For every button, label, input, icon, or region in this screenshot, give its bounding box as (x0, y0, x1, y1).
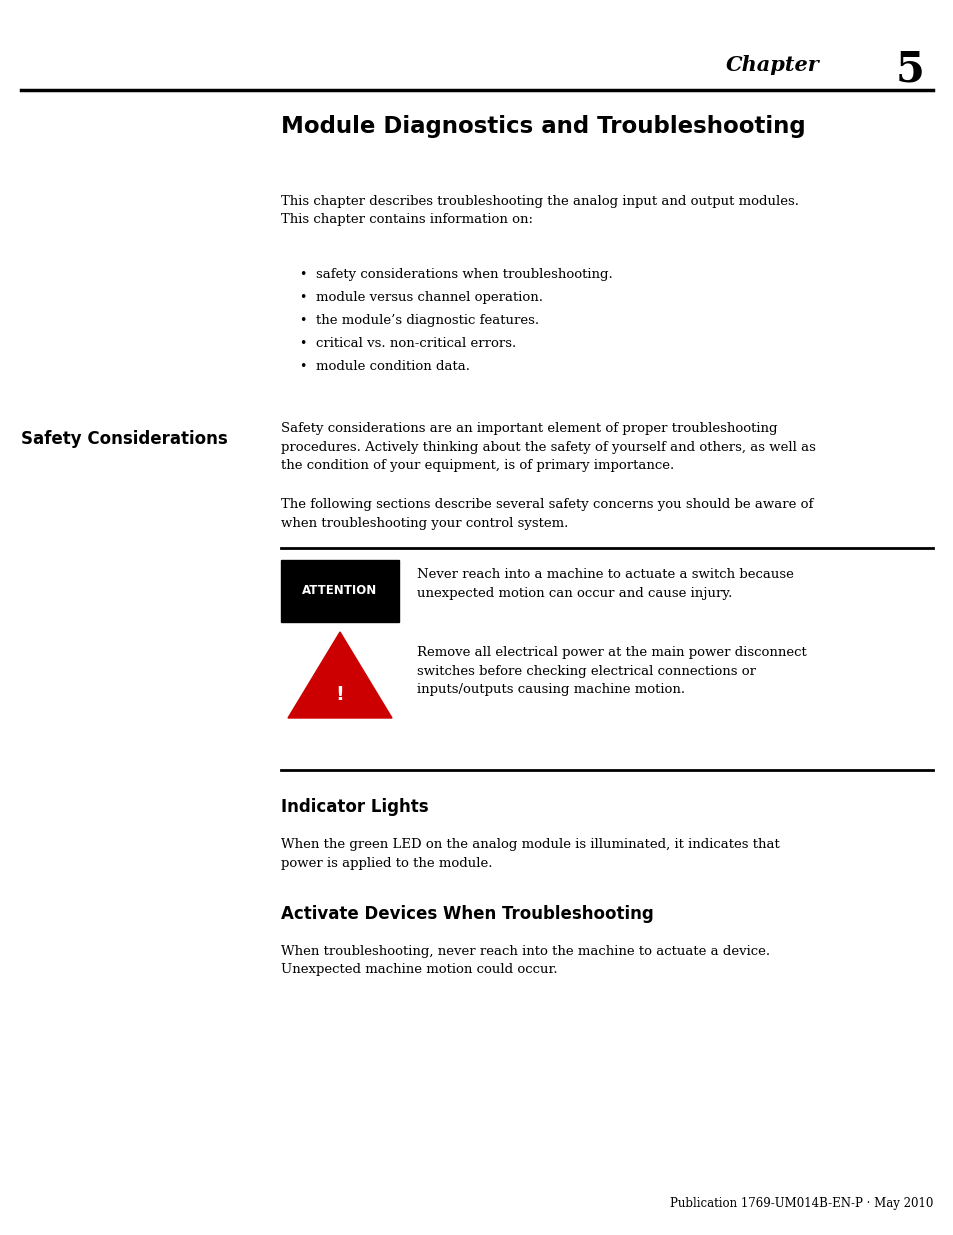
Text: module versus channel operation.: module versus channel operation. (315, 291, 542, 304)
Text: Safety considerations are an important element of proper troubleshooting
procedu: Safety considerations are an important e… (281, 422, 815, 472)
Text: module condition data.: module condition data. (315, 359, 470, 373)
Text: •: • (298, 314, 306, 327)
Text: Indicator Lights: Indicator Lights (281, 798, 428, 816)
Text: •: • (298, 337, 306, 350)
Text: Activate Devices When Troubleshooting: Activate Devices When Troubleshooting (281, 905, 653, 923)
Text: •: • (298, 291, 306, 304)
Text: •: • (298, 268, 306, 282)
Text: Safety Considerations: Safety Considerations (21, 430, 228, 448)
Text: Module Diagnostics and Troubleshooting: Module Diagnostics and Troubleshooting (281, 115, 804, 138)
Text: Publication 1769-UM014B-EN-P · May 2010: Publication 1769-UM014B-EN-P · May 2010 (669, 1197, 932, 1210)
Text: Never reach into a machine to actuate a switch because
unexpected motion can occ: Never reach into a machine to actuate a … (416, 568, 793, 599)
Text: When the green LED on the analog module is illuminated, it indicates that
power : When the green LED on the analog module … (281, 839, 779, 869)
Text: The following sections describe several safety concerns you should be aware of
w: The following sections describe several … (281, 498, 813, 530)
Text: This chapter describes troubleshooting the analog input and output modules.
This: This chapter describes troubleshooting t… (281, 195, 799, 226)
Text: !: ! (335, 684, 344, 704)
FancyBboxPatch shape (281, 559, 398, 622)
Polygon shape (288, 632, 392, 718)
Text: •: • (298, 359, 306, 373)
Text: Remove all electrical power at the main power disconnect
switches before checkin: Remove all electrical power at the main … (416, 646, 806, 697)
Text: the module’s diagnostic features.: the module’s diagnostic features. (315, 314, 538, 327)
Text: 5: 5 (895, 48, 924, 90)
Text: Chapter: Chapter (725, 56, 820, 75)
Text: When troubleshooting, never reach into the machine to actuate a device.
Unexpect: When troubleshooting, never reach into t… (281, 945, 769, 977)
Text: ATTENTION: ATTENTION (302, 584, 377, 598)
Text: safety considerations when troubleshooting.: safety considerations when troubleshooti… (315, 268, 612, 282)
Text: critical vs. non-critical errors.: critical vs. non-critical errors. (315, 337, 516, 350)
